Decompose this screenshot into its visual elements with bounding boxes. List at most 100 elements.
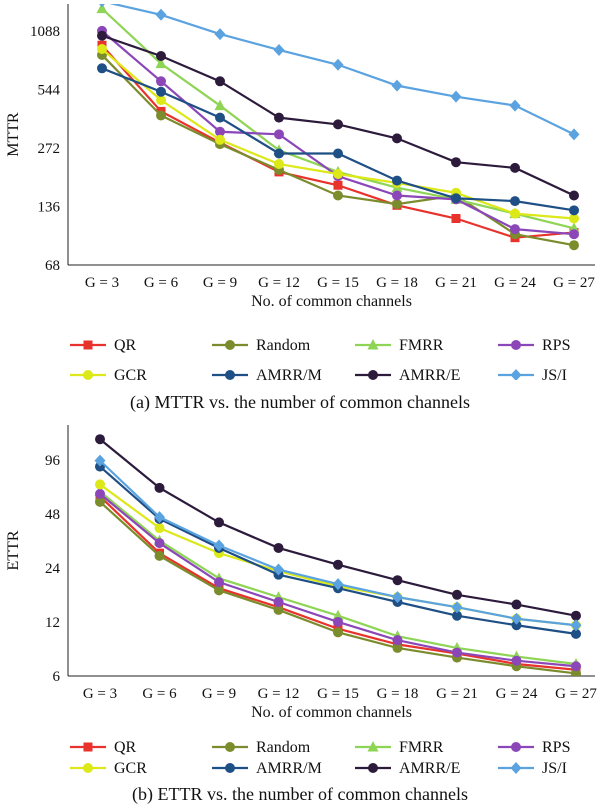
y-axis-title: MTTR: [5, 112, 22, 157]
legend-item-amrr-m: AMRR/M: [212, 760, 322, 777]
legend-swatch-marker: [225, 370, 235, 380]
data-point-amrr-e: [215, 76, 225, 87]
data-point-amrr-m: [215, 112, 225, 123]
legend-item-amrr-e: AMRR/E: [355, 760, 460, 777]
data-point-fmrr: [96, 4, 108, 14]
legend-item-amrr-m: AMRR/M: [212, 367, 322, 380]
data-point-fmrr: [332, 609, 344, 621]
data-point-gcr: [569, 213, 579, 224]
data-point-amrr-e: [571, 610, 581, 621]
data-point-rps: [511, 655, 522, 666]
x-tick-label: G = 3: [85, 275, 119, 291]
chart-a-caption: (a) MTTR vs. the number of common channe…: [130, 392, 470, 412]
data-point-rps: [156, 76, 166, 87]
data-point-js-i: [570, 619, 582, 632]
data-point-js-i: [332, 58, 344, 71]
y-axis-title: ETTR: [5, 530, 22, 570]
legend-label: Random: [256, 739, 311, 756]
x-tick-label: G = 27: [553, 275, 595, 291]
legend-item-amrr-e: AMRR/E: [355, 367, 460, 380]
legend-swatch-marker: [83, 742, 93, 752]
x-tick-label: G = 18: [377, 686, 419, 702]
legend-item-js-i: JS/I: [498, 367, 567, 380]
data-point-amrr-m: [274, 148, 284, 159]
data-point-js-i: [273, 563, 284, 576]
legend-label: FMRR: [399, 739, 444, 756]
data-point-random: [569, 240, 579, 251]
data-point-amrr-e: [392, 133, 402, 144]
data-point-amrr-e: [273, 542, 284, 553]
data-point-js-i: [99, 4, 105, 8]
legend-swatch-marker: [225, 340, 235, 350]
data-point-js-i: [213, 539, 225, 552]
y-tick-label: 68: [45, 258, 60, 274]
data-point-rps: [452, 647, 462, 658]
data-point-fmrr: [214, 99, 226, 111]
data-point-gcr: [215, 134, 225, 145]
data-point-gcr: [333, 168, 343, 179]
legend-item-fmrr: FMRR: [355, 337, 444, 354]
x-tick-label: G = 15: [317, 275, 359, 291]
series-rps: [97, 25, 579, 240]
data-point-amrr-m: [156, 86, 166, 97]
mttr-chart: 68 136 272 544 1088 G = 3 G = 6 G = 9 G = 12 G = …: [5, 4, 595, 380]
legend-label: Random: [256, 337, 311, 354]
legend-swatch-marker: [83, 340, 93, 350]
legend-item-gcr: GCR: [70, 367, 147, 380]
legend-item-rps: RPS: [498, 739, 570, 756]
legend-swatch-marker: [511, 742, 521, 752]
data-point-rps: [510, 224, 520, 235]
x-tick-label: G = 6: [144, 275, 179, 291]
x-tick-label: G = 21: [435, 275, 477, 291]
legend-label: JS/I: [542, 367, 567, 380]
legend-swatch-marker: [83, 763, 93, 773]
data-point-amrr-e: [214, 517, 224, 528]
plot-area: [94, 434, 582, 676]
series-js-i: [94, 454, 582, 632]
series-amrr-m: [97, 63, 579, 216]
data-point-qr: [333, 180, 343, 190]
x-tick-label: G = 9: [203, 275, 237, 291]
y-tick-label: 6: [53, 669, 61, 685]
legend-label: AMRR/E: [399, 760, 460, 777]
data-point-js-i: [214, 28, 226, 41]
legend-item-random: Random: [212, 337, 311, 354]
data-point-rps: [95, 488, 105, 499]
data-point-amrr-e: [392, 575, 403, 586]
data-point-amrr-m: [571, 628, 581, 639]
data-point-rps: [215, 126, 225, 137]
x-axis-title: No. of common channels: [251, 704, 412, 721]
data-point-rps: [273, 596, 284, 607]
data-point-js-i: [332, 578, 344, 591]
data-point-js-i: [568, 128, 580, 141]
legend-item-random: Random: [212, 739, 311, 756]
ettr-chart: 6 12 24 48 96 G = 3 G = 6 G = 9 G = 12 G = 15 G = …: [5, 425, 597, 777]
legend-swatch-marker: [367, 741, 379, 752]
legend-label: RPS: [542, 337, 570, 354]
data-point-random: [333, 627, 343, 638]
data-point-gcr: [156, 95, 166, 106]
legend-label: JS/I: [542, 760, 567, 777]
x-tick-label: G = 27: [555, 686, 597, 702]
data-point-js-i: [392, 591, 403, 604]
data-point-amrr-m: [569, 205, 579, 216]
x-tick-label: G = 9: [202, 686, 236, 702]
plot-area: [96, 4, 580, 251]
legend-label: QR: [114, 337, 137, 354]
x-tick-label: G = 6: [142, 686, 177, 702]
data-point-amrr-e: [95, 434, 105, 445]
x-tick-label: G = 24: [494, 275, 536, 291]
x-tick-label: G = 12: [258, 686, 300, 702]
data-point-rps: [569, 229, 579, 240]
data-point-amrr-e: [451, 157, 461, 168]
y-tick-label: 12: [45, 615, 60, 631]
series-amrr-e: [95, 434, 581, 621]
legend-label: RPS: [542, 739, 570, 756]
legend-item-gcr: GCR: [70, 760, 147, 777]
data-point-random: [333, 190, 343, 201]
data-point-gcr: [274, 159, 284, 170]
legend-item-qr: QR: [70, 337, 137, 354]
series-line-js-i: [99, 459, 577, 627]
data-point-rps: [571, 661, 581, 672]
x-tick-label: G = 15: [317, 686, 359, 702]
